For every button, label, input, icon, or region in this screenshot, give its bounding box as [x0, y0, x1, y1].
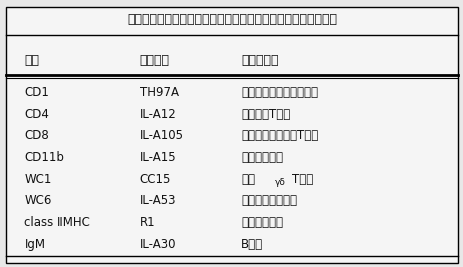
Text: CC15: CC15 — [139, 173, 171, 186]
Text: WC1: WC1 — [25, 173, 52, 186]
Text: 樹状細胞、顆粒球: 樹状細胞、顆粒球 — [241, 194, 297, 207]
Text: CD4: CD4 — [25, 108, 49, 121]
Text: 成熟: 成熟 — [241, 173, 255, 186]
Text: IL-A30: IL-A30 — [139, 238, 176, 251]
Text: 胸腺皮質細胞、樹状細胞: 胸腺皮質細胞、樹状細胞 — [241, 86, 318, 99]
Text: TH97A: TH97A — [139, 86, 178, 99]
Text: CD8: CD8 — [25, 129, 49, 142]
FancyBboxPatch shape — [6, 7, 457, 263]
Text: IL-A105: IL-A105 — [139, 129, 183, 142]
Text: R1: R1 — [139, 216, 155, 229]
Text: ヘルパーT細胞: ヘルパーT細胞 — [241, 108, 290, 121]
Text: サイトトキシックT細胞: サイトトキシックT細胞 — [241, 129, 318, 142]
Text: 抗原提示細胞: 抗原提示細胞 — [241, 216, 282, 229]
Text: B細胞: B細胞 — [241, 238, 263, 251]
Text: IgM: IgM — [25, 238, 45, 251]
Text: IL-A12: IL-A12 — [139, 108, 176, 121]
Text: 単球、顆粒球: 単球、顆粒球 — [241, 151, 282, 164]
Text: IL-A53: IL-A53 — [139, 194, 176, 207]
Text: 抗原: 抗原 — [25, 54, 39, 67]
Text: CD1: CD1 — [25, 86, 49, 99]
Text: CD11b: CD11b — [25, 151, 64, 164]
Text: class ⅡMHC: class ⅡMHC — [25, 216, 90, 229]
Text: 主な特異性: 主な特異性 — [241, 54, 278, 67]
Text: クローン: クローン — [139, 54, 169, 67]
Text: 表１　牛白血球表面抗原に対するモノクローナル抗体の特異性: 表１ 牛白血球表面抗原に対するモノクローナル抗体の特異性 — [127, 13, 336, 26]
Text: IL-A15: IL-A15 — [139, 151, 176, 164]
Text: WC6: WC6 — [25, 194, 52, 207]
Text: T細胞: T細胞 — [292, 173, 313, 186]
Text: γδ: γδ — [274, 178, 285, 187]
